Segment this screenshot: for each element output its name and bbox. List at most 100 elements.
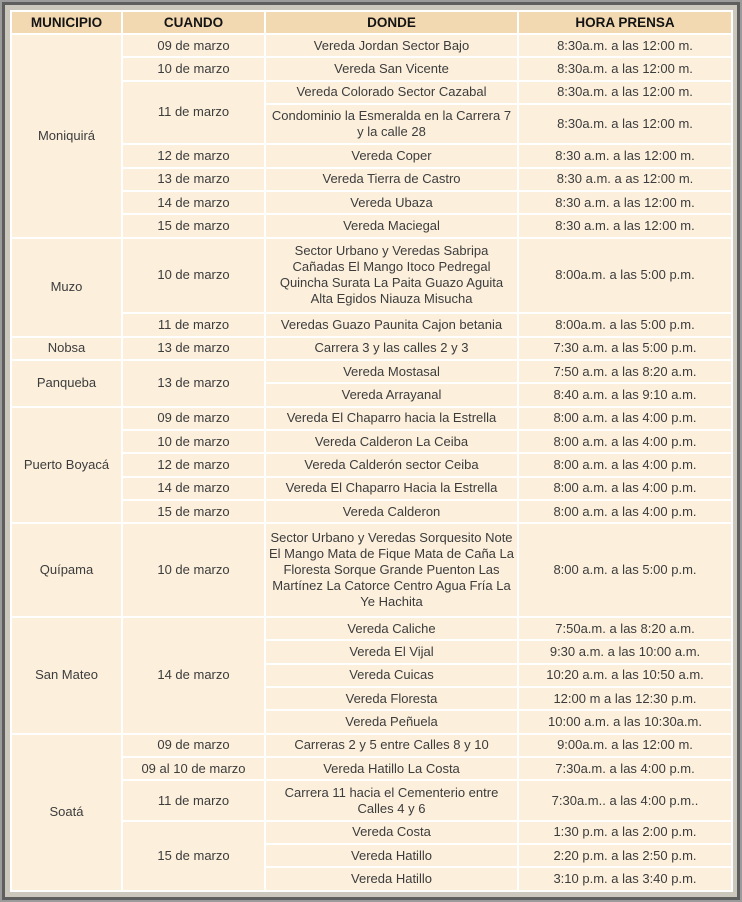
donde-cell: Vereda Costa	[264, 819, 519, 845]
cuando-cell: 13 de marzo	[121, 335, 266, 361]
table-row: Condominio la Esmeralda en la Carrera 7 …	[11, 103, 733, 146]
table-row: 11 de marzo Carrera 11 hacia el Cementeri…	[11, 779, 733, 822]
cuando-cell: 10 de marzo	[121, 56, 266, 82]
table-row: Soatá 09 de marzo Carreras 2 y 5 entre Cal…	[10, 732, 733, 893]
donde-cell: Vereda Jordan Sector Bajo	[264, 32, 519, 59]
donde-cell: Vereda Ubaza	[264, 189, 519, 216]
header-hora-prensa: HORA PRENSA	[517, 10, 733, 35]
hora-cell: 8:30 a.m. a as 12:00 m.	[517, 166, 733, 192]
municipio-cell: Moniquirá	[10, 33, 123, 239]
cuando-cell: 15 de marzo	[121, 819, 266, 893]
hora-cell: 1:30 p.m. a las 2:00 p.m.	[517, 819, 733, 845]
header-donde: DONDE	[264, 10, 519, 35]
cuando-cell: 13 de marzo	[121, 358, 266, 408]
hora-cell: 7:50 a.m. a las 8:20 a.m.	[517, 358, 733, 385]
donde-cell: Vereda Hatillo	[264, 842, 519, 869]
donde-cell: Vereda Floresta	[264, 686, 519, 712]
cuando-cell: 11 de marzo	[121, 312, 266, 338]
cuando-cell: 12 de marzo	[121, 143, 266, 169]
municipio-cell: Nobsa	[10, 335, 123, 361]
table-row: Puerto Boyacá 09 de marzo Vereda El Chapar…	[10, 405, 733, 525]
table-row: 12 de marzo Vereda Calderón sector Ceiba 8…	[11, 452, 733, 478]
table-row: 12 de marzo Vereda Coper 8:30 a.m. a las 1…	[11, 143, 733, 169]
cuando-cell: 11 de marzo	[121, 779, 266, 822]
hora-cell: 12:00 m a las 12:30 p.m.	[517, 686, 733, 712]
hora-cell: 8:00 a.m. a las 4:00 p.m.	[517, 405, 733, 432]
donde-cell: Vereda Colorado Sector Cazabal	[264, 79, 519, 106]
table-row: Quípama 10 de marzo Sector Urbano y Vereda…	[10, 522, 733, 618]
donde-cell: Vereda Hatillo	[264, 866, 519, 892]
hora-cell: 9:00a.m. a las 12:00 m.	[517, 732, 733, 759]
header-row: MUNICIPIO CUANDO DONDE HORA PRENSA	[10, 10, 733, 35]
table-row: Moniquirá 09 de marzo Vereda Jordan Sector…	[10, 32, 733, 239]
table-row: 09 al 10 de marzo Vereda Hatillo La Costa…	[11, 756, 733, 782]
hora-cell: 8:00 a.m. a las 4:00 p.m.	[517, 499, 733, 525]
donde-cell: Sector Urbano y Veredas Sabripa Cañadas …	[264, 236, 519, 315]
table-row: 15 de marzo Vereda Calderon 8:00 a.m. a la…	[11, 499, 733, 525]
donde-cell: Vereda Tierra de Castro	[264, 166, 519, 192]
municipio-cell: Panqueba	[10, 358, 123, 408]
donde-cell: Carrera 11 hacia el Cementerio entre Cal…	[264, 779, 519, 822]
municipio-cell: Soatá	[10, 732, 123, 893]
municipio-cell: Puerto Boyacá	[10, 405, 123, 525]
table-row: 15 de marzo Vereda Maciegal 8:30 a.m. a la…	[11, 213, 733, 239]
table-row: Vereda Hatillo 2:20 p.m. a las 2:50 p.m.	[11, 842, 733, 869]
donde-cell: Vereda Calderon La Ceiba	[264, 429, 519, 455]
hora-cell: 8:00 a.m. a las 4:00 p.m.	[517, 429, 733, 455]
donde-cell: Vereda Coper	[264, 143, 519, 169]
table-row: 10 de marzo Vereda Calderon La Ceiba 8:00 …	[11, 429, 733, 455]
hora-cell: 7:30 a.m. a las 5:00 p.m.	[517, 335, 733, 361]
table-row: Vereda El Vijal 9:30 a.m. a las 10:00 a.m…	[11, 639, 733, 665]
hora-cell: 7:30a.m.. a las 4:00 p.m..	[517, 779, 733, 822]
cuando-cell: 10 de marzo	[121, 522, 266, 618]
hora-cell: 10:00 a.m. a las 10:30a.m.	[517, 709, 733, 735]
municipio-cell: Muzo	[10, 236, 123, 338]
table-row: 11 de marzo Veredas Guazo Paunita Cajon b…	[11, 312, 733, 338]
hora-cell: 8:00 a.m. a las 5:00 p.m.	[517, 522, 733, 618]
table-row: Panqueba 13 de marzo Vereda Mostasal 7:50 a…	[10, 358, 733, 408]
table-row: 14 de marzo Vereda El Chaparro Hacia la E…	[11, 475, 733, 502]
table-row: Vereda Peñuela 10:00 a.m. a las 10:30a.m.	[11, 709, 733, 735]
hora-cell: 8:40 a.m. a las 9:10 a.m.	[517, 382, 733, 408]
hora-cell: 8:00 a.m. a las 4:00 p.m.	[517, 452, 733, 478]
cuando-cell: 10 de marzo	[121, 429, 266, 455]
schedule-table-body: Moniquirá 09 de marzo Vereda Jordan Sector…	[10, 32, 733, 893]
hora-cell: 8:30 a.m. a las 12:00 m.	[517, 143, 733, 169]
donde-cell: Carrera 3 y las calles 2 y 3	[264, 335, 519, 361]
municipio-cell: San Mateo	[10, 615, 123, 735]
cuando-cell: 09 de marzo	[121, 405, 266, 432]
table-row: 10 de marzo Vereda San Vicente 8:30a.m. a …	[11, 56, 733, 82]
cuando-cell: 14 de marzo	[121, 189, 266, 216]
hora-cell: 2:20 p.m. a las 2:50 p.m.	[517, 842, 733, 869]
header-cuando: CUANDO	[121, 10, 266, 35]
cuando-cell: 13 de marzo	[121, 166, 266, 192]
table-row: San Mateo 14 de marzo Vereda Caliche 7:50a.…	[10, 615, 733, 735]
hora-cell: 8:00 a.m. a las 4:00 p.m.	[517, 475, 733, 502]
donde-cell: Vereda Cuicas	[264, 662, 519, 689]
cuando-cell: 14 de marzo	[121, 615, 266, 735]
donde-cell: Vereda Caliche	[264, 615, 519, 642]
table-row: 13 de marzo Vereda Tierra de Castro 8:30 a…	[11, 166, 733, 192]
hora-cell: 9:30 a.m. a las 10:00 a.m.	[517, 639, 733, 665]
table-row: 15 de marzo Vereda Costa 1:30 p.m. a las 2…	[11, 819, 733, 893]
cuando-cell: 09 al 10 de marzo	[121, 756, 266, 782]
cuando-cell: 15 de marzo	[121, 213, 266, 239]
table-row: Nobsa 13 de marzo Carrera 3 y las calles 2…	[10, 335, 733, 361]
hora-cell: 8:30a.m. a las 12:00 m.	[517, 56, 733, 82]
hora-cell: 10:20 a.m. a las 10:50 a.m.	[517, 662, 733, 689]
donde-cell: Vereda Mostasal	[264, 358, 519, 385]
hora-cell: 8:30a.m. a las 12:00 m.	[517, 103, 733, 146]
schedule-table: MUNICIPIO CUANDO DONDE HORA PRENSA Moniq…	[10, 10, 733, 893]
donde-cell: Vereda El Chaparro hacia la Estrella	[264, 405, 519, 432]
donde-cell: Vereda Arrayanal	[264, 382, 519, 408]
hora-cell: 8:30 a.m. a las 12:00 m.	[517, 213, 733, 239]
donde-cell: Vereda El Chaparro Hacia la Estrella	[264, 475, 519, 502]
header-municipio: MUNICIPIO	[10, 10, 123, 35]
table-row: Vereda Cuicas 10:20 a.m. a las 10:50 a.m.	[11, 662, 733, 689]
table-row: Vereda Hatillo 3:10 p.m. a las 3:40 p.m.	[11, 866, 733, 892]
table-row: 14 de marzo Vereda Ubaza 8:30 a.m. a las 1…	[11, 189, 733, 216]
cuando-cell: 14 de marzo	[121, 475, 266, 502]
donde-cell: Condominio la Esmeralda en la Carrera 7 …	[264, 103, 519, 146]
